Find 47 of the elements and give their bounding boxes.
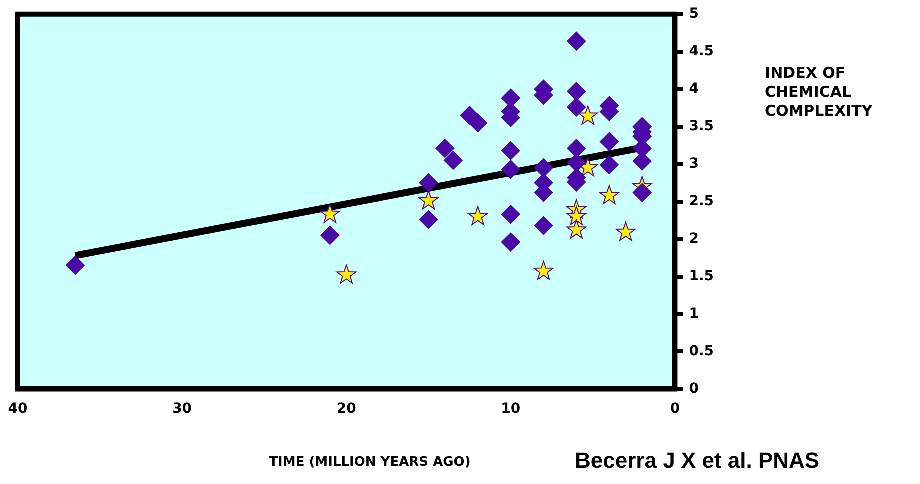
y-axis-title: INDEX OF CHEMICAL COMPLEXITY [765, 64, 874, 121]
y-tick-label: 3 [689, 156, 699, 172]
x-tick-label: 30 [172, 401, 192, 418]
y-tick-label: 1 [689, 306, 699, 322]
point [534, 216, 554, 236]
y-tick-label: 4 [689, 81, 700, 97]
x-tick-label: 40 [8, 401, 28, 418]
x-tick-label: 10 [501, 401, 521, 418]
y-tick-label: 2 [689, 230, 699, 247]
point [501, 160, 520, 180]
y-tick-label: 1.5 [689, 268, 714, 284]
point [566, 220, 587, 239]
point [419, 174, 438, 193]
point [436, 139, 455, 158]
y-tick-label: 0.5 [689, 343, 714, 360]
point [468, 114, 488, 133]
point [578, 106, 598, 125]
text: Becerra J X et al. PNAS [575, 448, 820, 474]
point [418, 190, 439, 210]
point [501, 141, 520, 160]
point [567, 98, 586, 117]
y-tick-label: 2.5 [689, 193, 714, 210]
point [566, 206, 587, 226]
point [501, 232, 520, 252]
y-tick-label: 3.5 [689, 118, 714, 134]
point [336, 264, 357, 284]
x-tick-label: 0 [670, 401, 680, 418]
point [320, 226, 340, 246]
point [599, 185, 620, 204]
point [567, 32, 586, 51]
point [534, 261, 554, 280]
point [444, 151, 463, 170]
y-tick-label: 5 [689, 6, 699, 22]
point [66, 256, 86, 276]
point [567, 82, 586, 102]
point [419, 210, 438, 230]
point [501, 205, 520, 224]
x-tick-label: 20 [336, 401, 357, 418]
y-tick-label: 4.5 [689, 44, 714, 60]
y-tick-label: 0 [689, 380, 700, 397]
point [632, 183, 652, 202]
point [616, 222, 636, 242]
point [468, 206, 488, 226]
point [320, 204, 340, 224]
x-axis-title: TIME (MILLION YEARS AGO) [269, 455, 471, 470]
point [600, 156, 619, 175]
point [600, 132, 619, 152]
